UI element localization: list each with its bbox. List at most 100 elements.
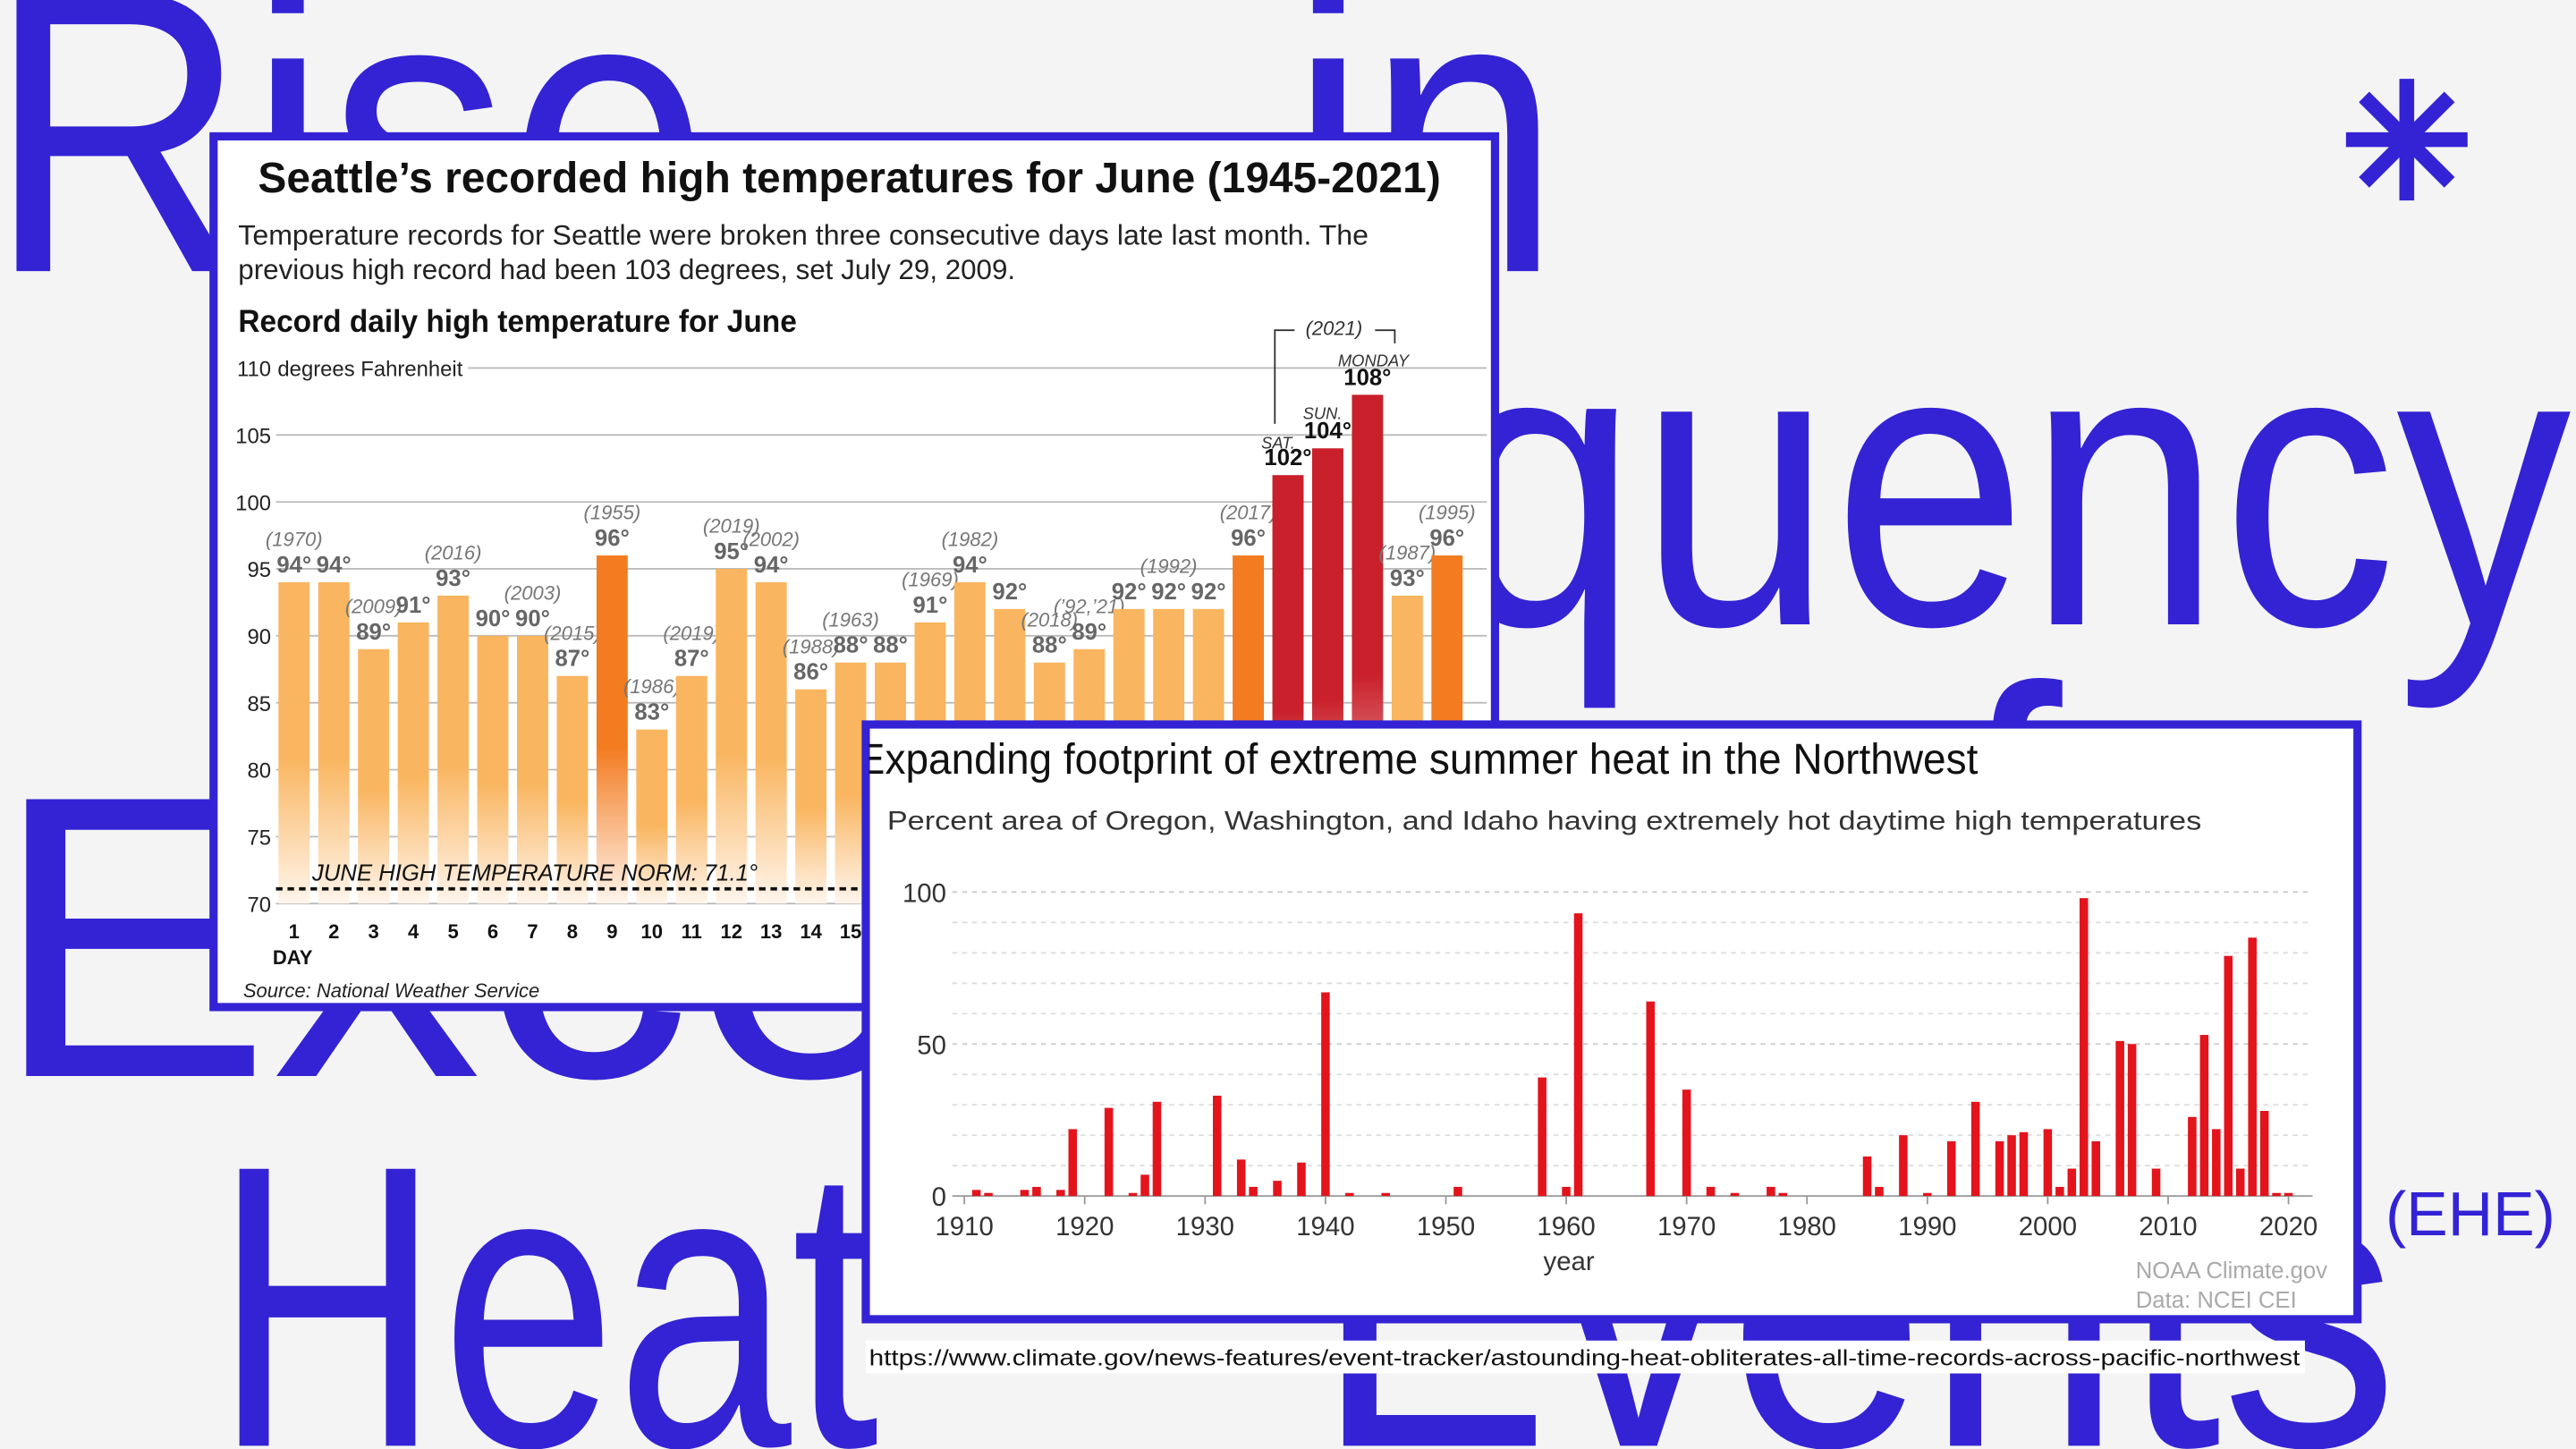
bar (2055, 1186, 2064, 1197)
abbreviation: (EHE) (2385, 1179, 2555, 1249)
x-tick-label: 10 (641, 920, 664, 943)
chart-heat-footprint: Expanding footprint of extreme summer he… (861, 720, 2362, 1374)
x-axis-label: year (1544, 1247, 1595, 1276)
bar (1020, 1190, 1030, 1197)
annotation: SAT. (1261, 433, 1295, 452)
value-label: 92° (992, 580, 1027, 605)
bar (318, 581, 350, 904)
value-label: 88° (1032, 633, 1067, 658)
bar (1706, 1186, 1716, 1197)
x-tick-label: 1910 (935, 1212, 993, 1241)
annotation: (2021) (1306, 318, 1363, 340)
bar (2091, 1140, 2101, 1197)
value-label: 94° (953, 553, 987, 578)
year-label: (1992) (1140, 555, 1198, 577)
x-tick-label: 5 (447, 920, 458, 943)
year-label: (1970) (266, 529, 323, 551)
x-tick-label: 11 (682, 920, 702, 943)
x-tick-label: 1950 (1417, 1212, 1475, 1241)
x-tick-label: 13 (760, 920, 783, 943)
bar (984, 1192, 993, 1197)
bar (971, 1190, 981, 1197)
value-label: 91° (913, 593, 948, 618)
bar (1068, 1129, 1078, 1197)
chart-heading: Record daily high temperature for June (238, 304, 796, 339)
bar (517, 635, 548, 904)
x-tick-label: 12 (720, 920, 742, 943)
y-axis-label: degrees Fahrenheit (277, 358, 462, 382)
label-backing (274, 354, 469, 382)
year-label: (1995) (1419, 502, 1476, 524)
y-tick-label: 50 (917, 1030, 946, 1060)
chart-title: Seattle’s recorded high temperatures for… (258, 155, 1440, 202)
x-tick-label: 9 (606, 920, 617, 943)
x-tick-label: 2000 (2019, 1212, 2077, 1241)
y-tick-label: 110 (237, 358, 271, 382)
bar (2235, 1168, 2245, 1197)
bar (716, 568, 748, 904)
year-label: (1969) (902, 568, 959, 590)
x-tick-label: 7 (527, 920, 538, 943)
x-tick-label: 8 (567, 920, 578, 943)
bar (1730, 1192, 1740, 1197)
chart-subtitle: Percent area of Oregon, Washington, and … (887, 807, 2201, 836)
value-label: 104° (1304, 419, 1352, 444)
value-label: 89° (1072, 620, 1106, 645)
source: Data: NCEI CEI (2136, 1288, 2297, 1313)
bar (1381, 1192, 1390, 1197)
year-label: (2018) (1021, 608, 1078, 631)
year-label: (2003) (504, 581, 562, 604)
bar (1453, 1186, 1462, 1197)
x-tick-label: 4 (408, 920, 419, 943)
bar (1213, 1096, 1222, 1197)
chart-subtitle: Temperature records for Seattle were bro… (238, 220, 1368, 251)
value-label: 92° (1112, 580, 1147, 605)
foreground: (EHE) (2345, 79, 2555, 1249)
x-axis-label: DAY (273, 946, 313, 969)
bar (1152, 1101, 1162, 1197)
value-label: 90° (476, 606, 511, 631)
bar (437, 595, 470, 904)
value-label: 90° (515, 606, 550, 631)
bar (795, 689, 827, 904)
bar (675, 675, 708, 904)
value-label: 89° (356, 620, 391, 645)
value-label: 102° (1264, 445, 1311, 470)
value-label: 96° (1429, 526, 1464, 551)
x-tick-label: 14 (800, 920, 822, 943)
bar (2224, 955, 2233, 1197)
bar (1562, 1186, 1571, 1197)
year-label: (2019) (663, 622, 720, 644)
chart-subtitle: previous high record had been 103 degree… (238, 254, 1015, 285)
value-label: 108° (1343, 365, 1391, 390)
bar (1345, 1192, 1354, 1197)
source: Source: National Weather Service (243, 979, 539, 1002)
bar (1946, 1140, 1956, 1197)
value-label: 91° (396, 593, 431, 618)
bar (1970, 1101, 1980, 1197)
value-label: 96° (595, 526, 630, 551)
value-label: 92° (1151, 580, 1186, 605)
bar (2043, 1129, 2053, 1197)
bar (2115, 1040, 2124, 1197)
annotation: SUN. (1303, 403, 1343, 422)
bar (2080, 898, 2089, 1197)
year-label: (2009) (345, 595, 402, 617)
bar (2248, 937, 2257, 1197)
y-tick-label: 80 (248, 759, 272, 784)
value-label: 87° (674, 647, 709, 672)
year-label: (1982) (942, 529, 999, 551)
y-tick-label: 95 (248, 558, 272, 582)
y-tick-label: 100 (235, 491, 271, 515)
x-tick-label: 1930 (1176, 1212, 1234, 1241)
year-label: (2019) (703, 515, 760, 538)
annotation: MONDAY (1338, 352, 1411, 370)
bar (2199, 1035, 2209, 1197)
headline-word: Heat (214, 1082, 880, 1449)
bar (1236, 1159, 1246, 1197)
bar (1646, 1001, 1656, 1197)
y-tick-label: 85 (248, 692, 272, 716)
year-label: (2017) (1220, 502, 1277, 524)
x-tick-label: 15 (840, 920, 862, 943)
